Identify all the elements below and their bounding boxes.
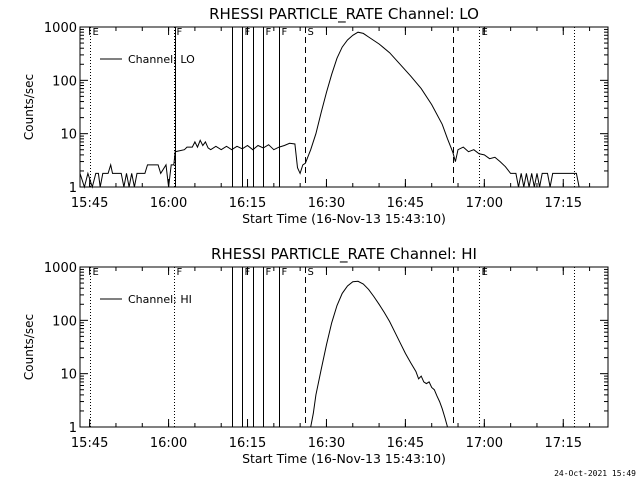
- panel-2-y-axis-label: Counts/sec: [22, 314, 36, 380]
- panel-1-title: RHESSI PARTICLE_RATE Channel: LO: [209, 5, 479, 24]
- panel-2-x-tick-label-1600: 16:00: [150, 436, 187, 451]
- panel-1-x-tick-label-1600: 16:00: [150, 196, 187, 211]
- panel-2-series-line-0: [310, 280, 448, 428]
- panel-2-x-tick-label-1545: 15:45: [71, 436, 108, 451]
- footer-date: 24-Oct-2021 15:49: [554, 469, 636, 478]
- panel-1-marker-label-f-1: F: [177, 27, 183, 38]
- panel-1-marker-label-f-4: F: [245, 27, 251, 38]
- panel-1-y-axis-label: Counts/sec: [22, 74, 36, 140]
- panel-2-x-tick-label-1645: 16:45: [387, 436, 424, 451]
- panel-1-plot-frame: [79, 26, 609, 188]
- panel-2-marker-label-s-7: S: [308, 267, 314, 278]
- panel-1-y-tick-label-1000: 1000: [44, 21, 77, 36]
- panel-2-marker-label-f-1: F: [177, 267, 183, 278]
- panel-2-x-tick-label-1615: 16:15: [229, 436, 266, 451]
- panel-2-marker-label-f-5: F: [266, 267, 272, 278]
- panel-1-x-tick-label-1630: 16:30: [308, 196, 345, 211]
- panel-1-x-tick-label-1545: 15:45: [71, 196, 108, 211]
- panel-2-y-tick-label-100: 100: [52, 314, 77, 329]
- panel-2-y-tick-label-1000: 1000: [44, 261, 77, 276]
- panel-2-marker-label-e-9: E: [482, 267, 488, 278]
- panel-1-marker-label-s-8: S: [308, 27, 314, 38]
- panel-2-title: RHESSI PARTICLE_RATE Channel: HI: [211, 245, 477, 264]
- panel-1-x-tick-label-1615: 16:15: [229, 196, 266, 211]
- panel-1-legend-label: Channel: LO: [128, 53, 195, 66]
- panel-1-x-axis-label: Start Time (16-Nov-13 15:43:10): [242, 211, 446, 226]
- panel-2-x-tick-label-1630: 16:30: [308, 436, 345, 451]
- panel-2-marker-label-f-3: F: [245, 267, 251, 278]
- panel-2-marker-label-e-0: E: [93, 267, 99, 278]
- panel-2-plot-frame: [79, 266, 609, 428]
- panel-2-x-tick-label-1700: 17:00: [466, 436, 503, 451]
- panel-1-marker-label-f-6: F: [266, 27, 272, 38]
- panel-2-y-tick-label-10: 10: [60, 368, 77, 383]
- panel-2-y-tick-label-1: 1: [69, 421, 77, 436]
- panel-2-legend-label: Channel: HI: [128, 293, 192, 306]
- panel-1-marker-label-e-0: E: [93, 27, 99, 38]
- panel-1-marker-label-e-10: E: [482, 27, 488, 38]
- panel-1-x-tick-label-1645: 16:45: [387, 196, 424, 211]
- panel-2-x-axis-label: Start Time (16-Nov-13 15:43:10): [242, 451, 446, 466]
- panel-1-y-tick-label-10: 10: [60, 128, 77, 143]
- panel-1-x-tick-label-1700: 17:00: [466, 196, 503, 211]
- panel-1-x-tick-label-1715: 17:15: [545, 196, 582, 211]
- panel-2-x-tick-label-1715: 17:15: [545, 436, 582, 451]
- panel-1-y-tick-label-1: 1: [69, 181, 77, 196]
- panel-1-series-line-0: [79, 31, 580, 189]
- panel-1-y-tick-label-100: 100: [52, 74, 77, 89]
- panel-2-marker-label-f-6: F: [282, 267, 288, 278]
- panel-1-marker-label-f-7: F: [282, 27, 288, 38]
